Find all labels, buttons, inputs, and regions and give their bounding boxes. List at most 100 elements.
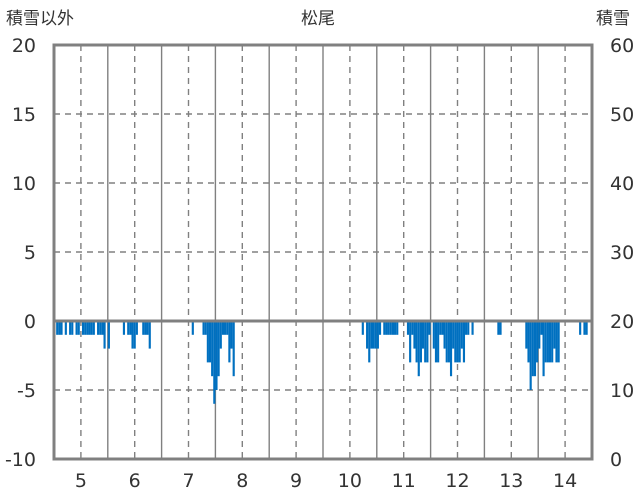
x-tick: 14 (553, 470, 577, 492)
bar (533, 321, 537, 377)
y-tick-left: 5 (24, 242, 36, 264)
bar (553, 321, 556, 349)
bar (428, 321, 431, 335)
x-tick: 9 (290, 470, 302, 492)
bar (583, 321, 586, 335)
bar (204, 321, 207, 335)
bar (432, 321, 435, 349)
y-tick-left: -10 (5, 449, 36, 471)
bar (447, 321, 450, 363)
bar (387, 321, 390, 335)
bar (103, 321, 106, 349)
bar (107, 321, 110, 349)
bar (383, 321, 386, 335)
bar (542, 321, 545, 377)
bar (84, 321, 87, 335)
bar (415, 321, 418, 363)
bar (368, 321, 371, 363)
bar (424, 321, 427, 363)
bar (71, 321, 74, 335)
bar (456, 321, 459, 363)
bar (389, 321, 392, 335)
bar (557, 321, 560, 363)
bar (131, 321, 134, 349)
bar (77, 321, 80, 335)
bar (217, 321, 220, 377)
y-tick-right: 60 (610, 35, 634, 57)
bar (538, 321, 541, 349)
right-axis-label: 積雪 (596, 9, 630, 29)
x-tick: 11 (392, 470, 416, 492)
x-tick: 8 (236, 470, 248, 492)
bar (99, 321, 102, 335)
x-tick: 5 (75, 470, 87, 492)
x-tick: 12 (445, 470, 469, 492)
bar (396, 321, 399, 335)
bar (122, 321, 126, 335)
bar (144, 321, 147, 335)
bar (460, 321, 463, 349)
bars-group (56, 321, 588, 404)
x-tick: 13 (499, 470, 523, 492)
bar (411, 321, 414, 335)
bar (579, 321, 582, 335)
y-tick-right: 50 (610, 104, 634, 126)
bar (378, 321, 382, 335)
bar (443, 321, 446, 349)
bar (224, 321, 227, 335)
bar (127, 321, 130, 335)
bar (426, 321, 429, 363)
bar (471, 321, 474, 335)
bar (413, 321, 416, 349)
bar (97, 321, 100, 335)
y-tick-left: 10 (12, 173, 36, 195)
bar (499, 321, 502, 335)
x-tick: 10 (338, 470, 362, 492)
bar (88, 321, 91, 335)
bar (551, 321, 554, 363)
bar (213, 321, 216, 404)
bar (546, 321, 549, 363)
y-tick-left: -5 (17, 380, 36, 402)
bar (527, 321, 530, 363)
bar (458, 321, 461, 363)
bar (441, 321, 444, 335)
bar (525, 321, 528, 349)
bar (211, 321, 214, 377)
bar (90, 321, 93, 335)
bar (69, 321, 72, 335)
bar (445, 321, 448, 363)
bar (361, 321, 364, 335)
bar (232, 321, 235, 377)
bar (544, 321, 547, 363)
y-tick-right: 30 (610, 242, 634, 264)
bar (142, 321, 145, 335)
bar (585, 321, 588, 335)
bar (391, 321, 395, 335)
bar (148, 321, 151, 349)
bar (465, 321, 468, 335)
bar (454, 321, 457, 363)
y-tick-right: 40 (610, 173, 634, 195)
bar (374, 321, 377, 349)
gridlines (54, 45, 592, 459)
bar (146, 321, 149, 335)
y-tick-right: 10 (610, 380, 634, 402)
bar (409, 321, 412, 363)
bar (467, 321, 470, 335)
bar (497, 321, 500, 335)
bar (370, 321, 373, 349)
bar (462, 321, 466, 363)
bar (376, 321, 379, 349)
bar (56, 321, 59, 335)
bar (81, 321, 85, 335)
bar (548, 321, 552, 363)
bar (452, 321, 455, 349)
y-tick-left: 20 (12, 35, 36, 57)
bar (129, 321, 132, 335)
bar (58, 321, 61, 335)
bar (206, 321, 209, 363)
bar (555, 321, 558, 363)
chart-title: 松尾 (301, 9, 335, 29)
